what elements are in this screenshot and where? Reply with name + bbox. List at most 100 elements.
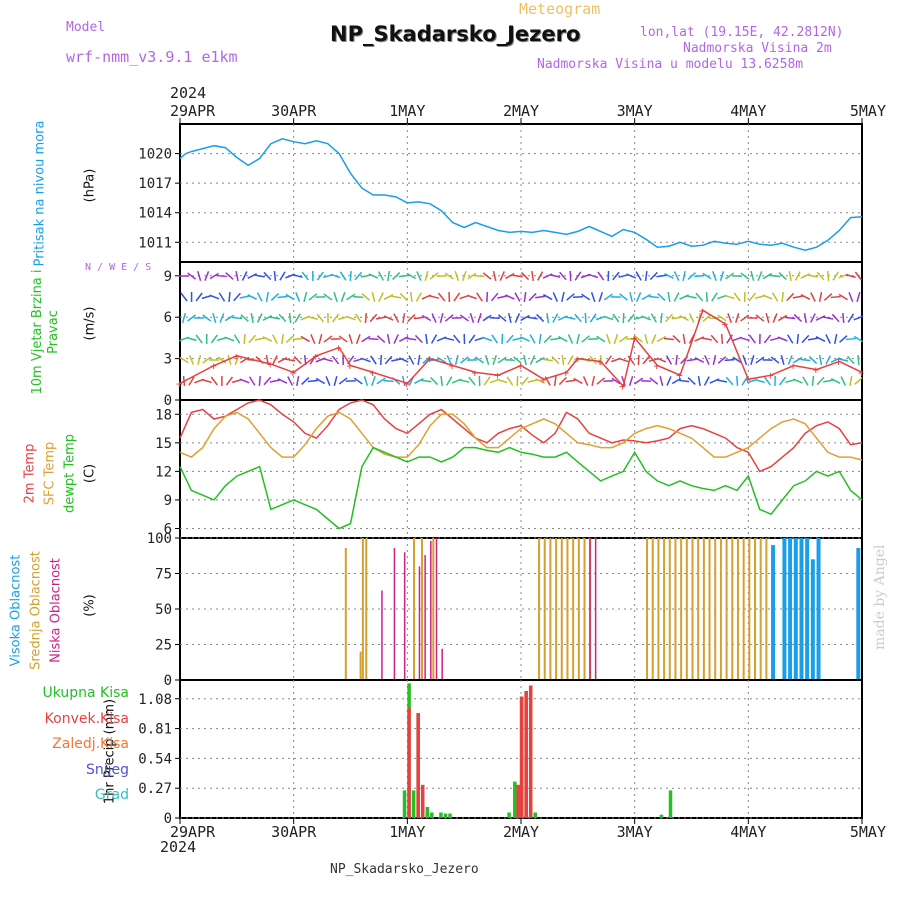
wind-arrow-mark [582,376,589,386]
wind-arrow-mark [295,292,301,302]
wind-arrow-mark [323,335,333,343]
wind-arrow-mark [642,355,650,365]
y-tick-label: 15 [155,436,172,452]
bar-clouds-1 [572,538,575,680]
wind-arrow-mark [853,335,864,343]
wind-arrow-mark [497,314,507,322]
wind-arrow-mark [189,355,195,365]
bar-clouds-1 [742,538,745,680]
wind-arrow-mark [650,313,657,323]
x-tick-label-top: 4MAY [730,102,766,120]
wind-arrow-mark [301,271,309,281]
year-bottom: 2024 [160,838,197,856]
legend-total-rain: Ukupna Kisa [42,685,129,701]
wind-arrow-mark [513,356,522,364]
wind-arrow-mark [644,333,649,345]
wind-arrow-mark [512,337,523,341]
elevation-label: Nadmorska Visina 2m [683,41,832,56]
wind-arrow-mark [224,336,235,342]
wind-arrow-mark [497,378,508,384]
wind-arrow-mark [725,272,735,280]
wind-arrow-mark [484,355,490,365]
wind-arrow-mark [179,356,189,364]
wind-arrow-mark [430,334,438,344]
wind-arrow-mark [710,334,719,344]
wind-arrow-mark [209,272,219,280]
wind-arrow-mark [815,336,826,342]
wind-arrow-mark [466,294,477,300]
wind-arrow-mark [330,273,341,279]
y-tick-label: 75 [155,567,172,583]
wind-arrow-mark [280,333,285,345]
wind-arrow-mark [724,294,735,300]
wind-arrow-mark [476,292,483,302]
x-tick-label-bottom: 29APR [170,823,216,841]
wind-arrow-mark [644,270,648,282]
wind-arrow-mark [736,375,739,387]
wind-arrow-mark [528,292,537,302]
wind-arrow-mark [535,295,546,299]
wind-arrow-mark [748,292,757,302]
wind-arrow-mark [833,333,838,345]
wind-arrow-mark [520,336,530,342]
wind-speed-marker: + [790,360,797,373]
wind-arrow-mark [695,292,704,302]
wind-arrow-mark [550,337,561,341]
wind-arrow-mark [854,377,863,385]
wind-arrow-mark [413,316,424,320]
x-tick-label-bottom: 4MAY [730,823,766,841]
wind-arrow-mark [398,274,409,278]
wind-arrow-mark [523,354,527,366]
wind-arrow-mark [671,316,682,320]
wind-arrow-mark [376,335,386,343]
wind-arrow-mark [649,271,658,281]
wind-arrow-mark [649,377,659,385]
wind-arrow-mark [338,335,348,343]
y-tick-label: 3 [164,352,172,368]
wind-arrow-mark [391,295,402,299]
wind-arrow-mark [641,293,651,301]
wind-arrow-mark [633,316,644,320]
wind-arrow-mark [802,376,809,386]
wind-arrow-mark [386,333,391,345]
x-tick-label-top: 1MAY [389,102,425,120]
wind-arrow-mark [628,376,634,386]
wind-arrow-mark [354,313,362,323]
wind-arrow-mark [399,292,408,302]
bar-clouds-1 [365,538,368,680]
wind-arrow-mark [294,313,301,323]
wind-arrow-mark [345,315,356,321]
wind-arrow-mark [770,356,780,364]
wind-arrow-mark [233,292,241,302]
wind-arrow-mark [398,357,409,363]
y-tick-label: 18 [155,407,172,423]
wind-arrow-mark [567,334,574,344]
wind-arrow-mark [542,293,553,301]
wind-arrow-mark [574,313,582,323]
wind-arrow-mark [599,354,602,366]
wind-arrow-mark [777,314,788,322]
legend-hail: Grad [94,787,129,803]
wind-speed-marker: + [676,369,683,382]
wind-arrow-mark [807,274,819,278]
bar-clouds-1 [560,538,563,680]
wind-arrow-mark [256,292,263,302]
wind-arrow-mark [204,271,210,281]
bar-precipitation-0 [402,790,407,818]
wind-arrow-mark [277,378,288,384]
wind-arrow-mark [590,292,596,302]
y-tick-label: 0.54 [138,751,172,767]
wind-arrow-mark [181,312,187,324]
wind-arrow-mark [704,355,710,365]
wind-arrow-mark [591,375,596,387]
wind-arrow-mark [596,377,606,385]
bar-precipitation-0 [430,812,434,818]
wind-arrow-mark [180,292,188,302]
bar-clouds-1 [748,538,751,680]
y-tick-label: 50 [155,602,172,618]
wind-arrow-mark [598,292,604,302]
wind-arrow-mark [459,379,470,383]
wind-arrow-mark [627,355,635,365]
wind-arrow-mark [417,354,421,366]
wind-arrow-mark [436,356,447,364]
